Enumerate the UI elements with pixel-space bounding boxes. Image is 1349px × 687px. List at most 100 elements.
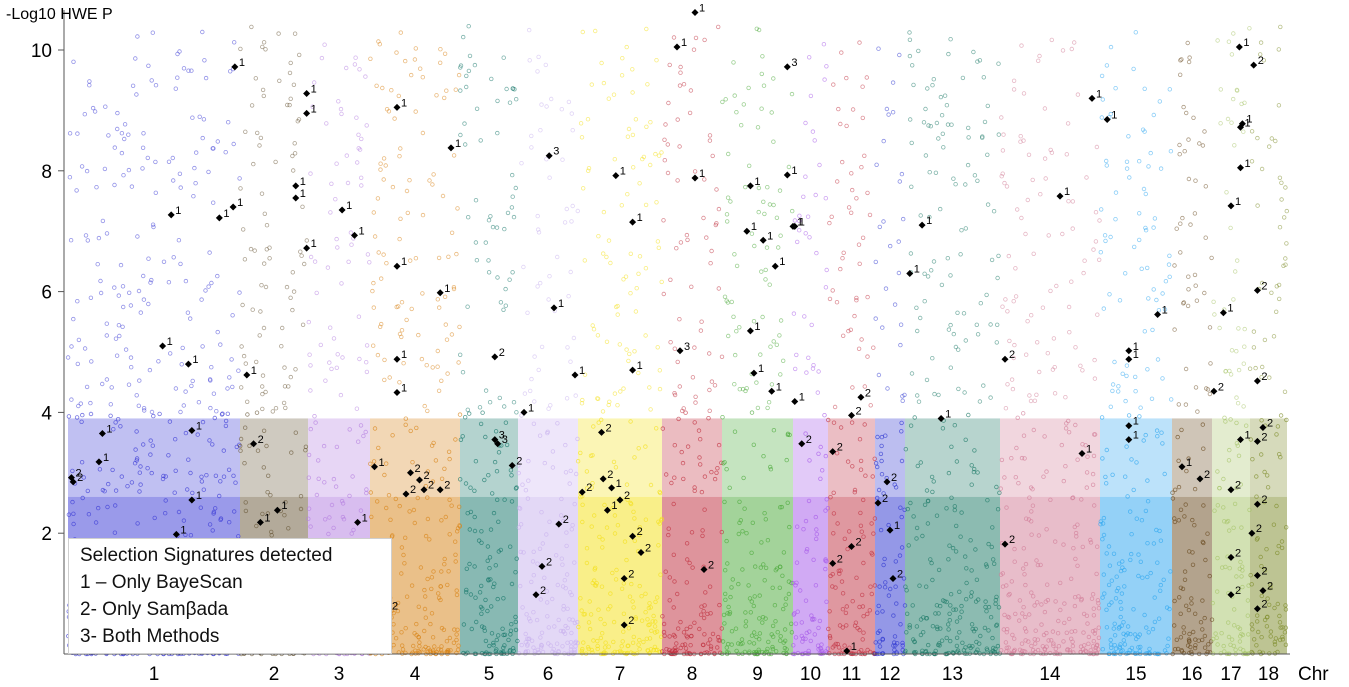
snp-point: [1025, 319, 1030, 324]
snp-point: [455, 647, 461, 652]
snp-point: [186, 457, 191, 462]
snp-point: [292, 31, 298, 36]
snp-point: [210, 442, 215, 447]
snp-point: [207, 250, 212, 255]
signature-marker: [883, 478, 891, 486]
signature-marker: [436, 289, 444, 297]
snp-point: [1259, 564, 1264, 569]
snp-point: [682, 642, 688, 647]
snp-point: [681, 476, 686, 482]
snp-point: [215, 329, 220, 335]
snp-point: [501, 645, 506, 650]
snp-point: [479, 583, 484, 589]
snp-point: [783, 596, 789, 601]
snp-point: [1072, 595, 1078, 600]
snp-point: [601, 251, 606, 256]
snp-point: [931, 479, 936, 484]
snp-point: [513, 486, 519, 491]
snp-point: [1241, 129, 1246, 134]
snp-point: [1115, 389, 1121, 394]
snp-point: [258, 135, 264, 141]
snp-point: [1177, 72, 1183, 77]
snp-point: [721, 461, 726, 466]
signature-method-label: 1: [401, 256, 407, 268]
signature-marker: [1001, 355, 1009, 363]
snp-point: [756, 647, 761, 652]
snp-point: [415, 495, 420, 501]
snp-point: [604, 525, 610, 530]
signature-method-label: 1: [894, 520, 900, 532]
snp-point: [531, 645, 536, 650]
snp-point: [120, 304, 126, 310]
snp-point: [312, 414, 317, 419]
snp-point: [262, 261, 267, 266]
signature-method-label: 1: [616, 478, 622, 490]
snp-point: [1104, 63, 1110, 68]
snp-point: [1234, 349, 1239, 354]
snp-point: [578, 450, 583, 456]
snp-point: [1215, 503, 1220, 508]
snp-point: [1064, 630, 1069, 635]
snp-point: [643, 591, 648, 596]
snp-point: [1094, 544, 1100, 549]
snp-point: [1165, 643, 1170, 649]
snp-point: [260, 406, 265, 412]
snp-point: [1124, 159, 1130, 164]
snp-point: [749, 599, 754, 604]
snp-point: [779, 504, 784, 510]
snp-point: [924, 488, 930, 493]
x-ticks: 1 2 3 4 5 6 7 8 9 10 11 12 13 14 15 16 17 18: [149, 664, 1279, 685]
snp-point: [298, 506, 304, 512]
snp-point: [386, 493, 392, 498]
snp-point: [1145, 574, 1150, 580]
snp-point: [584, 560, 590, 566]
snp-point: [1202, 615, 1207, 621]
snp-point: [676, 416, 681, 422]
snp-point: [611, 619, 617, 625]
snp-point: [702, 632, 707, 637]
snp-point: [881, 491, 886, 496]
snp-point: [743, 610, 748, 615]
snp-point: [614, 567, 619, 573]
snp-point: [966, 125, 971, 131]
snp-point: [1108, 44, 1114, 50]
snp-point: [1151, 225, 1156, 230]
snp-point: [331, 476, 337, 482]
snp-point: [619, 586, 625, 591]
snp-point: [414, 621, 419, 627]
snp-point: [763, 517, 768, 522]
signature-method-label: 2: [628, 615, 634, 627]
snp-point: [726, 604, 731, 610]
signature-marker: [1250, 61, 1258, 69]
snp-point: [1276, 47, 1281, 52]
snp-point: [1042, 156, 1048, 161]
snp-point: [1262, 337, 1268, 343]
snp-point: [1227, 566, 1232, 571]
snp-point: [1081, 270, 1086, 276]
snp-point: [356, 132, 361, 137]
snp-point: [1093, 209, 1099, 215]
snp-point: [814, 532, 819, 537]
snp-point: [539, 643, 544, 648]
snp-point: [134, 458, 139, 463]
snp-point: [175, 75, 180, 80]
signature-method-label: 1: [1133, 341, 1139, 353]
snp-point: [732, 93, 737, 98]
snp-point: [389, 87, 394, 93]
snp-point: [323, 378, 328, 383]
snp-point: [175, 51, 180, 57]
signature-marker: [1259, 424, 1267, 431]
signature-marker: [407, 469, 414, 477]
snp-point: [997, 490, 1002, 495]
snp-point: [1155, 560, 1160, 565]
snp-point: [683, 410, 688, 415]
snp-point: [1186, 137, 1191, 142]
snp-point: [210, 528, 215, 533]
snp-point: [426, 646, 431, 651]
snp-point: [225, 411, 230, 416]
signature-marker: [1056, 192, 1064, 200]
snp-point: [325, 265, 331, 270]
snp-point: [258, 309, 263, 314]
snp-point: [569, 219, 574, 224]
snp-point: [1254, 474, 1259, 479]
